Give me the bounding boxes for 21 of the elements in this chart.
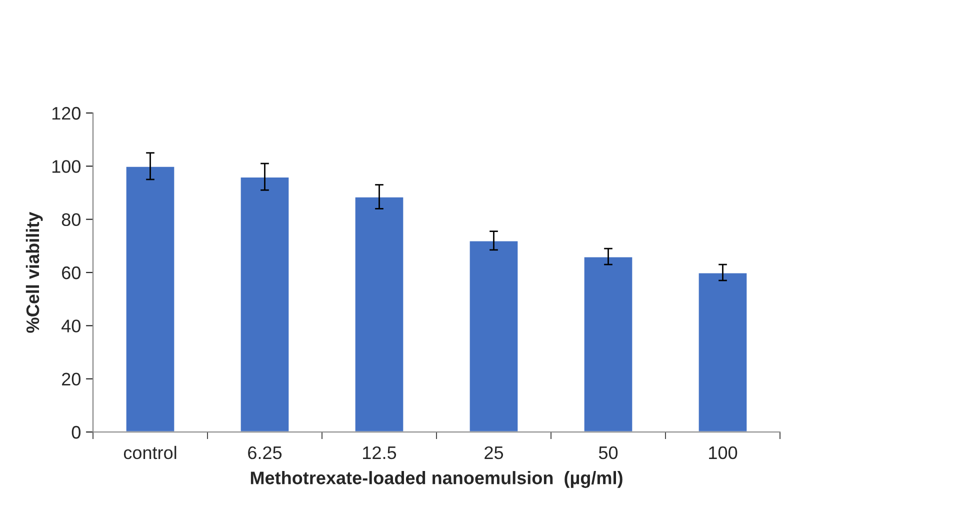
y-tick-label: 60 (62, 266, 80, 280)
x-tick-label: 6.25 (248, 446, 282, 460)
x-tick-label: 50 (598, 446, 618, 460)
y-axis-title: %Cell viability (26, 212, 43, 333)
y-tick-label: 100 (52, 160, 80, 173)
y-tick-label: 0 (72, 426, 80, 439)
x-tick-label: 100 (709, 446, 738, 460)
y-tick-label: 20 (62, 372, 80, 386)
bar (354, 196, 405, 432)
bar (239, 176, 290, 432)
x-axis-title: Methotrexate-loaded nanoemulsion (µg/ml) (250, 471, 622, 488)
bar (124, 165, 176, 432)
bar (582, 256, 634, 432)
x-tick-label: 25 (484, 446, 504, 460)
x-tick-label: control (124, 446, 176, 460)
y-tick-label: 40 (62, 320, 80, 332)
x-tick-label: 12.5 (363, 446, 396, 460)
y-tick-label: 120 (52, 106, 80, 120)
y-tick-label: 80 (62, 213, 80, 226)
bar (697, 272, 748, 432)
bar (468, 240, 520, 432)
